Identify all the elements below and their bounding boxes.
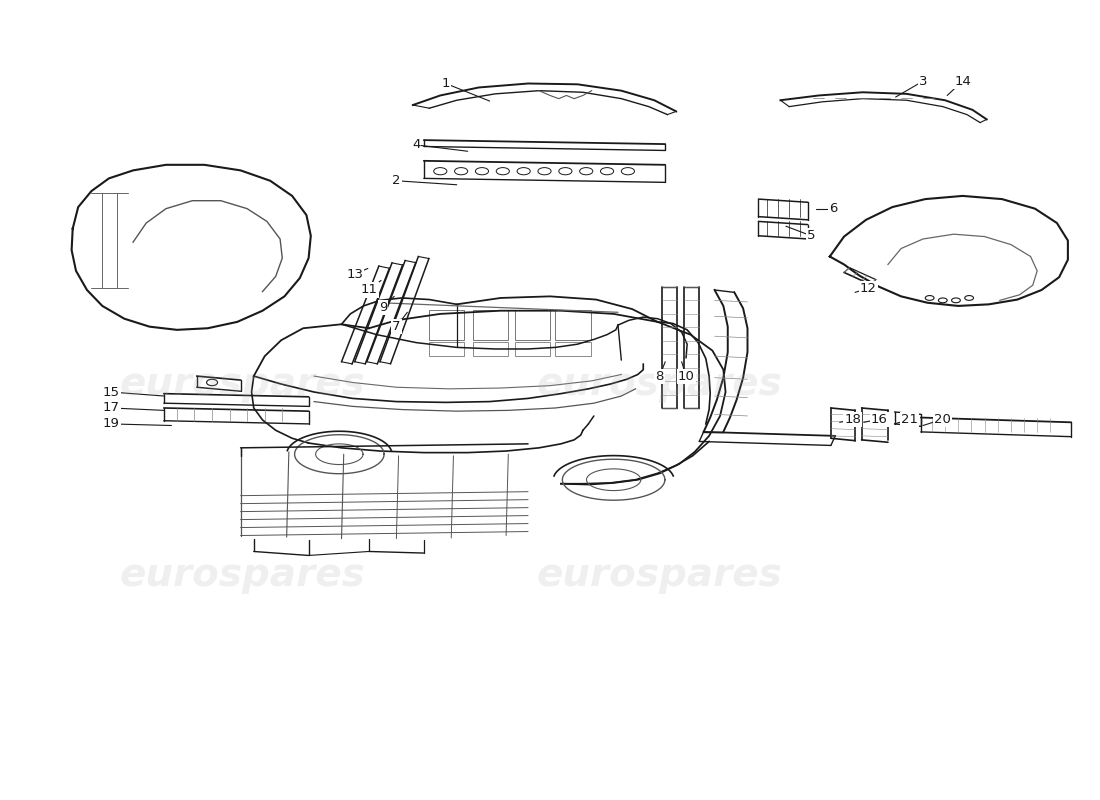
Text: 15: 15 <box>102 386 120 398</box>
Bar <box>473 310 508 340</box>
Text: eurospares: eurospares <box>120 556 365 594</box>
Text: 9: 9 <box>379 301 387 314</box>
Text: 16: 16 <box>871 413 888 426</box>
Text: 20: 20 <box>934 413 952 426</box>
Ellipse shape <box>454 168 467 174</box>
Ellipse shape <box>207 379 218 386</box>
Text: eurospares: eurospares <box>537 556 782 594</box>
Text: eurospares: eurospares <box>537 365 782 403</box>
Bar <box>515 342 550 356</box>
Ellipse shape <box>517 168 530 174</box>
Ellipse shape <box>538 168 551 174</box>
Ellipse shape <box>433 168 447 174</box>
Ellipse shape <box>580 168 593 174</box>
Text: eurospares: eurospares <box>120 365 365 403</box>
Text: 13: 13 <box>346 267 363 281</box>
Text: 19: 19 <box>102 418 120 430</box>
Text: 3: 3 <box>918 74 927 88</box>
Text: 5: 5 <box>807 230 815 242</box>
Ellipse shape <box>925 295 934 300</box>
Bar <box>556 310 591 340</box>
Bar <box>515 310 550 340</box>
Ellipse shape <box>475 168 488 174</box>
Ellipse shape <box>938 298 947 302</box>
Text: 1: 1 <box>441 77 450 90</box>
Text: 11: 11 <box>361 283 377 297</box>
Text: 18: 18 <box>845 413 861 426</box>
Ellipse shape <box>965 295 974 300</box>
Text: 7: 7 <box>392 320 400 333</box>
Text: 8: 8 <box>656 370 664 382</box>
Bar <box>473 342 508 356</box>
Ellipse shape <box>621 168 635 174</box>
Text: 17: 17 <box>102 402 120 414</box>
Text: 21: 21 <box>901 413 918 426</box>
Text: 4: 4 <box>412 138 420 151</box>
Ellipse shape <box>496 168 509 174</box>
Bar <box>429 342 464 356</box>
Text: 12: 12 <box>860 282 877 295</box>
Ellipse shape <box>601 168 614 174</box>
Bar <box>556 342 591 356</box>
Ellipse shape <box>559 168 572 174</box>
Text: 6: 6 <box>829 202 837 215</box>
Text: 10: 10 <box>678 370 694 382</box>
Text: 2: 2 <box>392 174 400 187</box>
Text: 14: 14 <box>954 74 971 88</box>
Bar <box>429 310 464 340</box>
Ellipse shape <box>952 298 960 302</box>
